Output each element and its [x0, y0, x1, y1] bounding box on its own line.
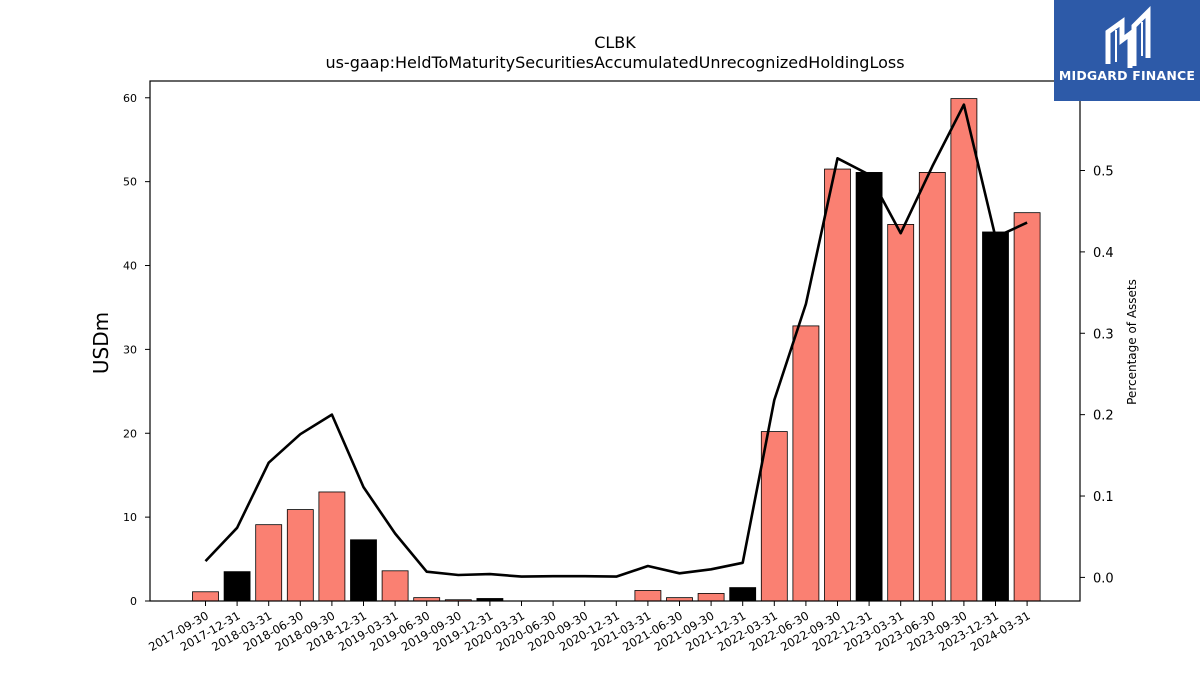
- y-tick-label: 20: [123, 427, 137, 440]
- bar: [824, 168, 851, 602]
- bar: [286, 509, 314, 602]
- brand-name: MIDGARD FINANCE: [1058, 68, 1196, 83]
- bar: [1013, 212, 1041, 602]
- brand-logo: MIDGARD FINANCE: [1054, 0, 1200, 101]
- y2-tick-label: 0.4: [1093, 246, 1114, 261]
- bar: [918, 172, 946, 602]
- bar: [950, 98, 978, 602]
- chart-subtitle: us-gaap:HeldToMaturitySecuritiesAccumula…: [325, 53, 904, 72]
- y-tick-label: 0: [130, 595, 137, 608]
- chart-title: CLBK: [594, 33, 636, 52]
- bar: [982, 231, 1009, 602]
- bar: [318, 491, 346, 602]
- y2-tick-label: 0.2: [1093, 409, 1114, 424]
- y-tick-label: 30: [123, 343, 137, 356]
- line-layer: [204, 103, 1028, 578]
- bar: [634, 590, 662, 602]
- bar: [223, 571, 251, 602]
- bar: [855, 172, 883, 602]
- y2-axis-label: Percentage of Assets: [1125, 279, 1139, 405]
- y2-tick-label: 0.3: [1093, 327, 1114, 342]
- y2-tick-label: 0.0: [1093, 571, 1114, 586]
- midgard-m-logo-icon: [1105, 5, 1151, 68]
- y-tick-label: 50: [123, 176, 137, 189]
- bars-layer: [192, 98, 1041, 602]
- bar: [729, 587, 757, 602]
- y-tick-label: 60: [123, 92, 137, 105]
- bar: [350, 539, 377, 602]
- bar: [381, 570, 409, 602]
- y-axis-label: USDm: [89, 312, 113, 374]
- y2-tick-label: 0.5: [1093, 165, 1114, 180]
- bar: [697, 593, 725, 602]
- y-tick-label: 40: [123, 260, 137, 273]
- bar: [792, 325, 820, 602]
- y-tick-label: 10: [123, 511, 137, 524]
- bar: [760, 431, 788, 602]
- y2-tick-label: 0.1: [1093, 490, 1114, 505]
- plot-frame: [149, 80, 1081, 602]
- series-line: [204, 103, 1028, 578]
- bar: [192, 591, 219, 602]
- bar: [255, 524, 283, 602]
- bar: [887, 224, 915, 602]
